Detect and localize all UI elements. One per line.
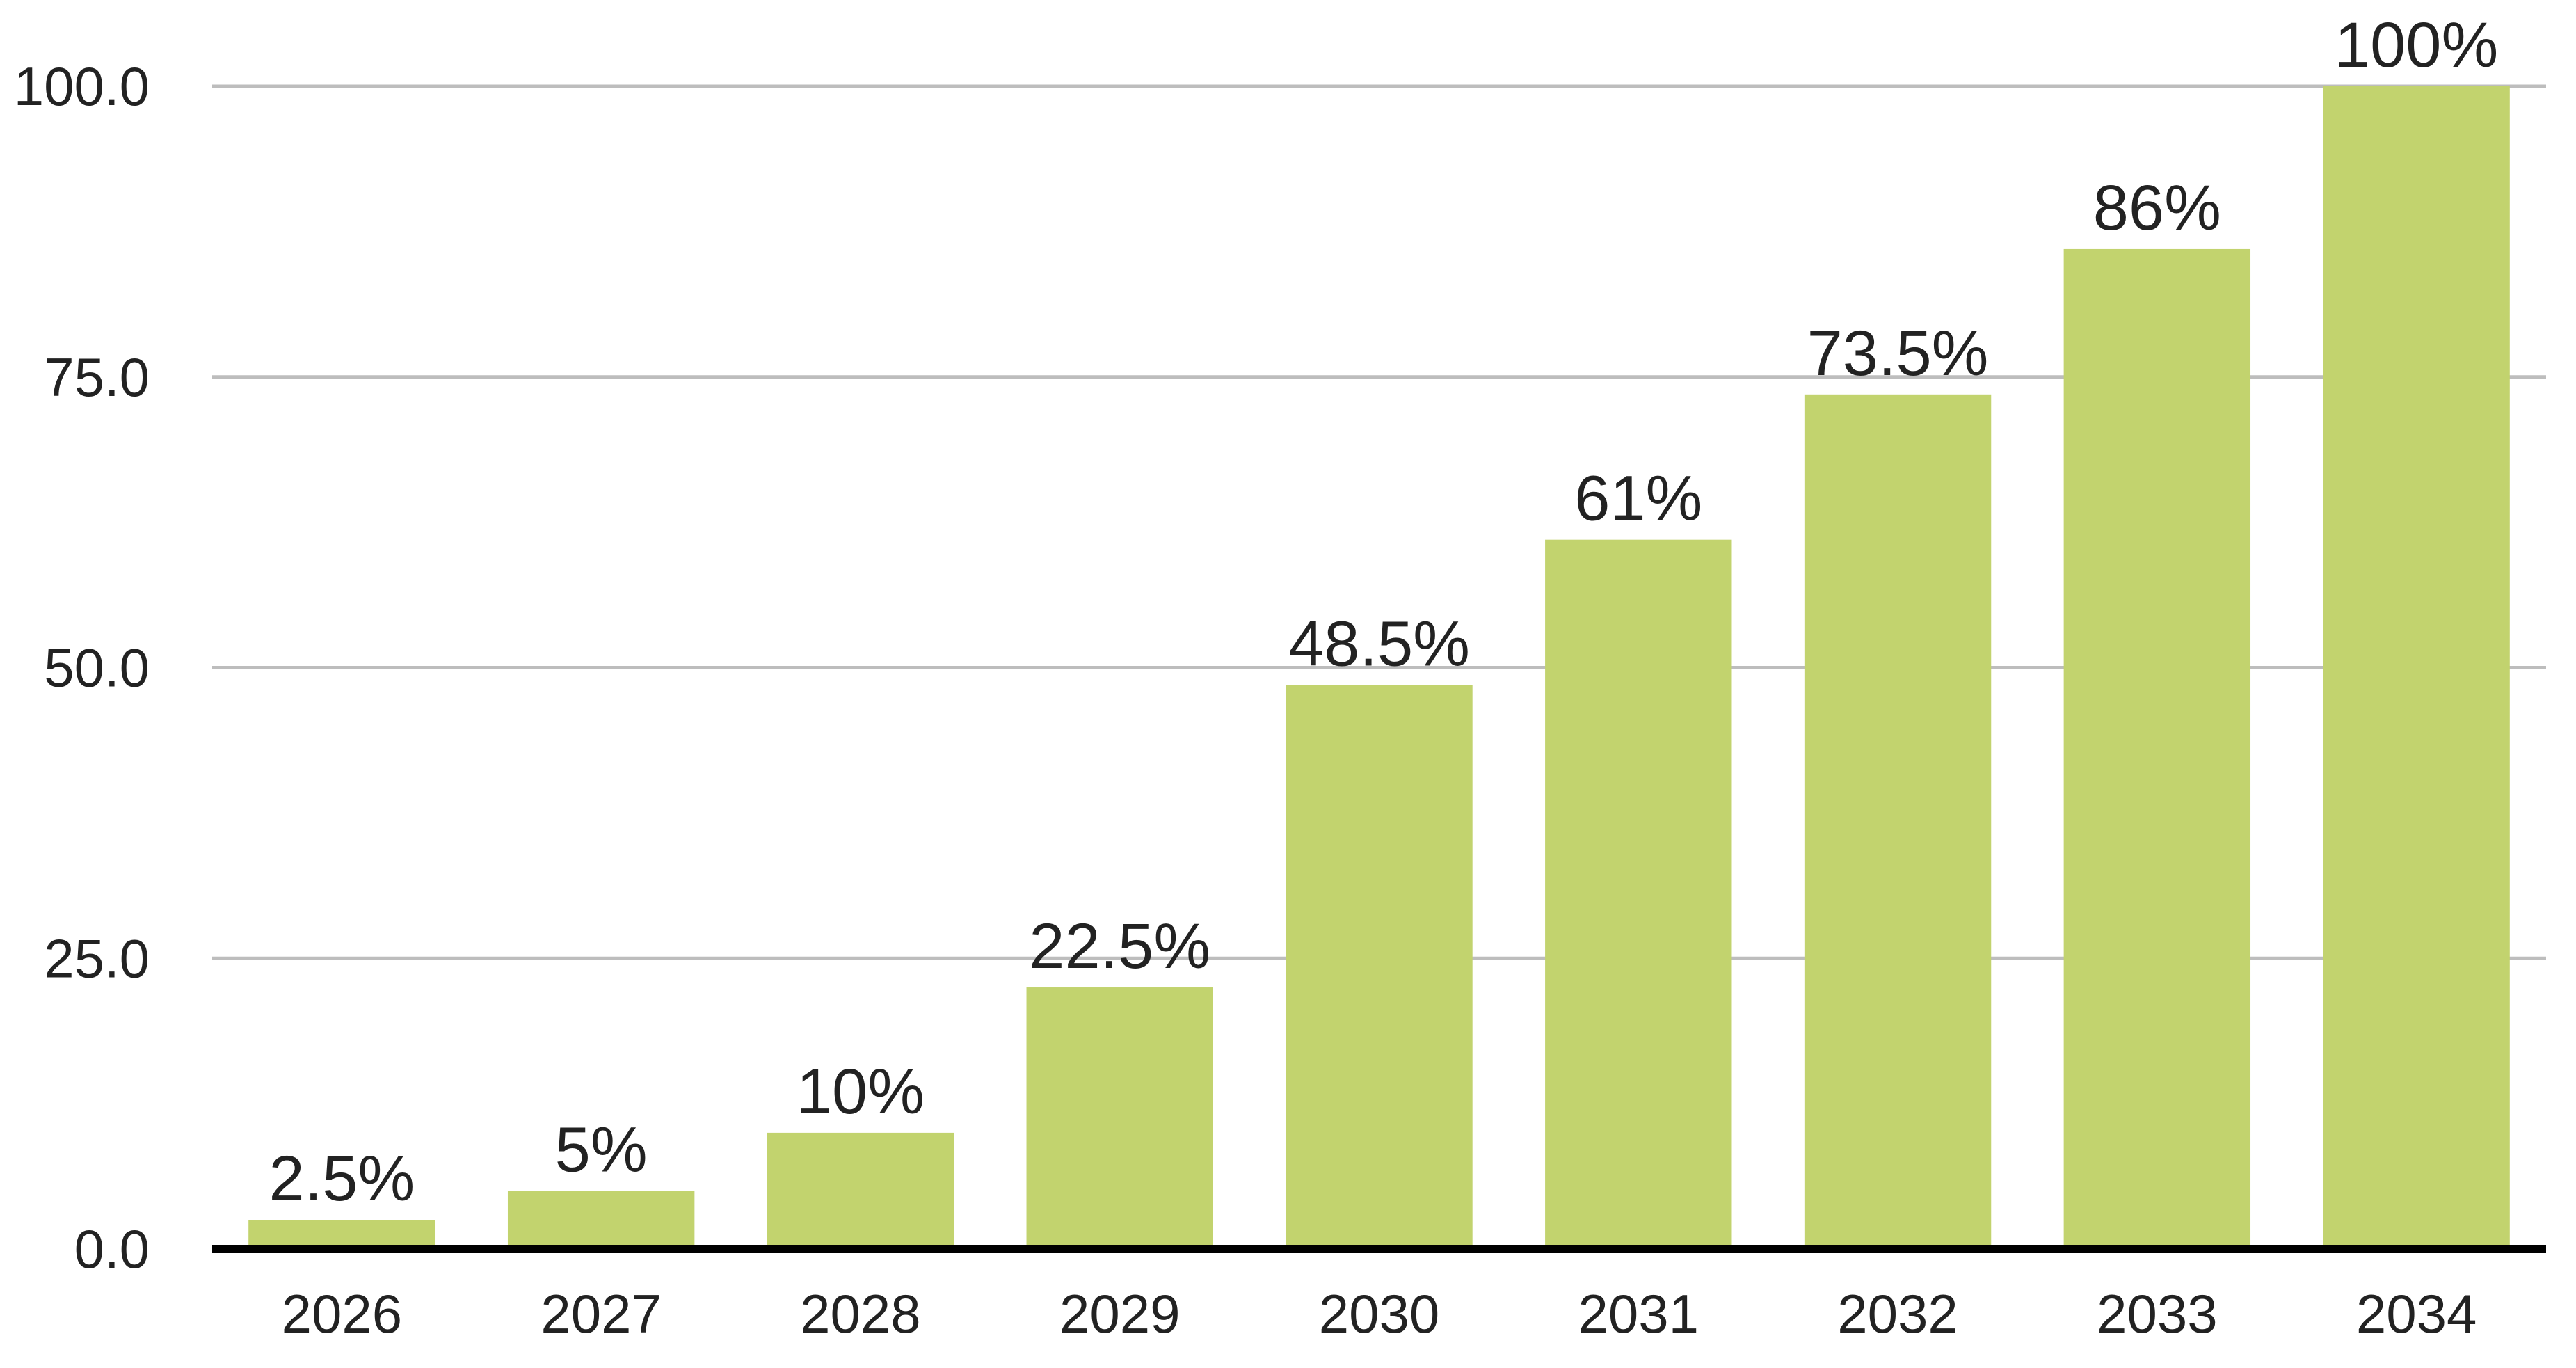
data-label: 86%	[2093, 173, 2221, 244]
x-tick-label: 2027	[541, 1283, 662, 1344]
y-tick-label: 0.0	[74, 1218, 150, 1280]
bar-2028	[767, 1132, 954, 1249]
y-tick-label: 50.0	[44, 637, 150, 699]
data-label: 61%	[1574, 463, 1702, 534]
data-label: 73.5%	[1807, 318, 1989, 389]
x-tick-label: 2030	[1319, 1283, 1440, 1344]
y-axis-tick-labels: 0.0 25.0 50.0 75.0 100.0	[14, 56, 150, 1280]
bar-2026	[248, 1220, 435, 1249]
x-tick-label: 2032	[1837, 1283, 1958, 1344]
data-label: 2.5%	[269, 1143, 415, 1214]
bar-2034	[2323, 86, 2510, 1249]
bars	[248, 86, 2510, 1250]
y-tick-label: 25.0	[44, 928, 150, 989]
x-tick-label: 2026	[282, 1283, 403, 1344]
bar-2032	[1804, 394, 1992, 1250]
data-label: 10%	[797, 1056, 925, 1127]
x-tick-label: 2034	[2356, 1283, 2477, 1344]
x-tick-label: 2033	[2097, 1283, 2218, 1344]
x-tick-label: 2029	[1059, 1283, 1181, 1344]
x-tick-label: 2028	[800, 1283, 921, 1344]
data-label: 22.5%	[1029, 911, 1210, 982]
bar-2031	[1545, 539, 1732, 1249]
y-tick-label: 100.0	[14, 56, 150, 117]
data-label: 100%	[2335, 10, 2498, 81]
data-label: 5%	[555, 1114, 648, 1185]
x-axis-tick-labels: 2026 2027 2028 2029 2030 2031 2032 2033 2034	[282, 1283, 2477, 1344]
data-labels: 2.5% 5% 10% 22.5% 48.5% 61% 73.5% 86% 100%	[269, 10, 2499, 1214]
bar-2030	[1286, 685, 1473, 1249]
data-label: 48.5%	[1288, 609, 1470, 680]
bar-2033	[2063, 248, 2251, 1250]
x-tick-label: 2031	[1578, 1283, 1699, 1344]
bar-2029	[1026, 987, 1213, 1249]
y-tick-label: 75.0	[44, 347, 150, 408]
bar-2027	[507, 1191, 695, 1249]
